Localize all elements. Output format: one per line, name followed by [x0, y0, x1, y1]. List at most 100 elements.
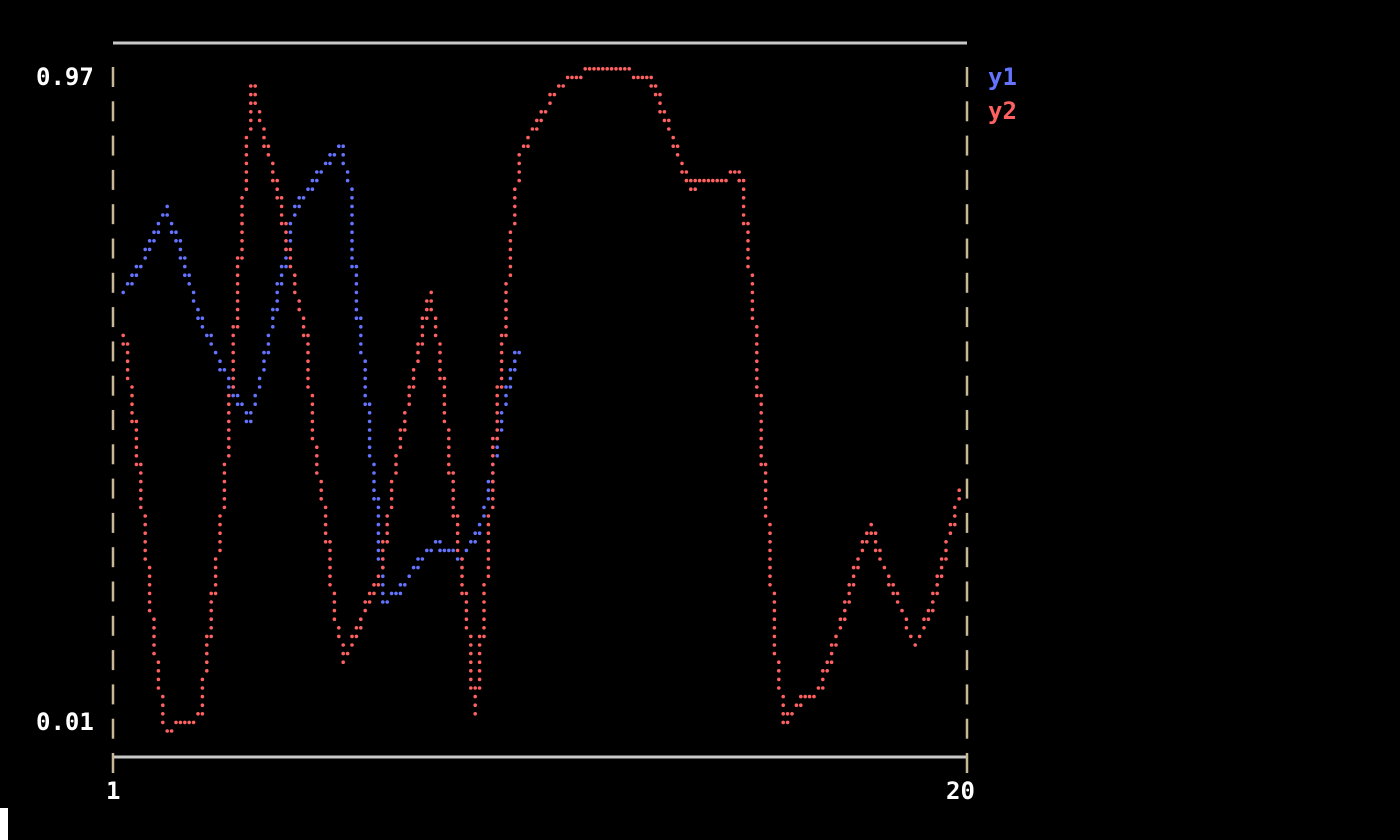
data-point-y2: [394, 462, 398, 467]
data-point-y1: [165, 204, 169, 209]
data-point-y1: [354, 282, 359, 286]
data-point-y2: [486, 548, 491, 553]
data-point-y2: [746, 256, 750, 260]
data-point-y2: [869, 531, 873, 535]
data-point-y1: [354, 290, 359, 295]
data-point-y1: [183, 273, 187, 278]
data-point-y2: [464, 600, 469, 604]
data-point-y2: [548, 92, 552, 97]
data-point-y1: [125, 282, 130, 286]
data-point-y2: [684, 178, 689, 183]
data-point-y2: [438, 368, 442, 372]
data-point-y1: [218, 368, 222, 372]
data-point-y2: [658, 101, 662, 105]
data-point-y2: [328, 583, 332, 587]
data-point-y2: [763, 514, 768, 518]
data-point-y2: [781, 712, 785, 716]
data-point-y2: [944, 557, 948, 561]
data-point-y2: [491, 497, 495, 501]
data-point-y1: [209, 342, 213, 346]
data-point-y2: [266, 144, 271, 148]
data-point-y2: [495, 393, 500, 398]
data-point-y2: [900, 608, 904, 613]
data-point-y1: [513, 350, 517, 355]
data-point-y2: [473, 694, 478, 699]
data-point-y2: [460, 565, 464, 570]
data-point-y1: [266, 350, 271, 355]
data-point-y2: [253, 101, 257, 105]
data-point-y2: [139, 479, 143, 484]
data-point-y1: [372, 497, 376, 501]
data-point-y1: [266, 333, 271, 338]
data-point-y2: [860, 540, 865, 544]
data-point-y2: [341, 651, 346, 656]
data-point-y2: [328, 540, 332, 544]
data-point-y2: [759, 411, 763, 415]
data-point-y1: [169, 221, 174, 226]
data-point-y2: [491, 445, 495, 450]
data-point-y2: [407, 393, 412, 398]
data-point-y2: [636, 75, 640, 80]
data-point-y2: [125, 350, 130, 355]
data-point-y2: [891, 591, 895, 596]
data-point-y2: [411, 385, 416, 389]
data-point-y2: [297, 299, 302, 303]
data-point-y1: [134, 273, 139, 278]
data-point-y2: [367, 600, 372, 604]
data-point-y1: [508, 376, 513, 381]
data-point-y2: [464, 626, 469, 630]
data-point-y2: [799, 694, 803, 699]
data-point-y2: [130, 411, 134, 415]
data-point-y2: [504, 333, 508, 338]
data-point-y2: [557, 84, 561, 88]
data-point-y2: [768, 548, 772, 553]
data-point-y2: [499, 385, 504, 389]
data-point-y1: [499, 419, 504, 424]
data-point-y1: [284, 264, 288, 269]
data-point-y2: [161, 720, 165, 725]
data-point-y2: [240, 213, 244, 217]
data-point-y2: [746, 230, 750, 234]
data-point-y1: [275, 299, 280, 303]
data-point-y2: [455, 514, 460, 518]
data-point-y2: [759, 428, 763, 432]
data-point-y2: [121, 333, 125, 338]
data-point-y2: [134, 436, 139, 441]
data-point-y2: [799, 703, 803, 707]
data-point-y2: [931, 591, 935, 596]
data-point-y1: [420, 557, 425, 561]
y-tick-label-bottom: 0.01: [36, 708, 94, 736]
data-point-y1: [416, 565, 420, 570]
data-point-y2: [675, 144, 680, 148]
data-point-y2: [579, 75, 583, 80]
data-point-y2: [477, 677, 482, 682]
data-point-y2: [420, 325, 425, 329]
data-point-y2: [381, 540, 385, 544]
data-point-y2: [394, 454, 398, 458]
data-point-y2: [768, 531, 772, 535]
data-point-y2: [931, 600, 935, 604]
data-point-y2: [680, 170, 684, 174]
data-point-y2: [235, 264, 240, 269]
data-point-y2: [803, 694, 807, 699]
data-point-y1: [350, 247, 354, 252]
data-point-y2: [429, 307, 434, 312]
data-point-y2: [873, 548, 878, 553]
data-point-y2: [711, 178, 715, 183]
data-point-y2: [508, 247, 513, 252]
data-point-y2: [728, 170, 733, 174]
data-point-y2: [781, 703, 785, 707]
data-point-y2: [323, 505, 328, 510]
data-point-y2: [156, 669, 161, 673]
data-point-y2: [759, 454, 763, 458]
data-point-y2: [491, 454, 495, 458]
data-point-y2: [772, 651, 777, 656]
data-point-y1: [363, 359, 368, 364]
data-point-y1: [130, 273, 134, 278]
data-point-y2: [200, 686, 205, 690]
data-point-y1: [297, 204, 302, 209]
data-point-y2: [231, 350, 235, 355]
data-point-y2: [843, 608, 847, 613]
data-point-y1: [508, 385, 513, 389]
data-point-y2: [530, 127, 535, 131]
